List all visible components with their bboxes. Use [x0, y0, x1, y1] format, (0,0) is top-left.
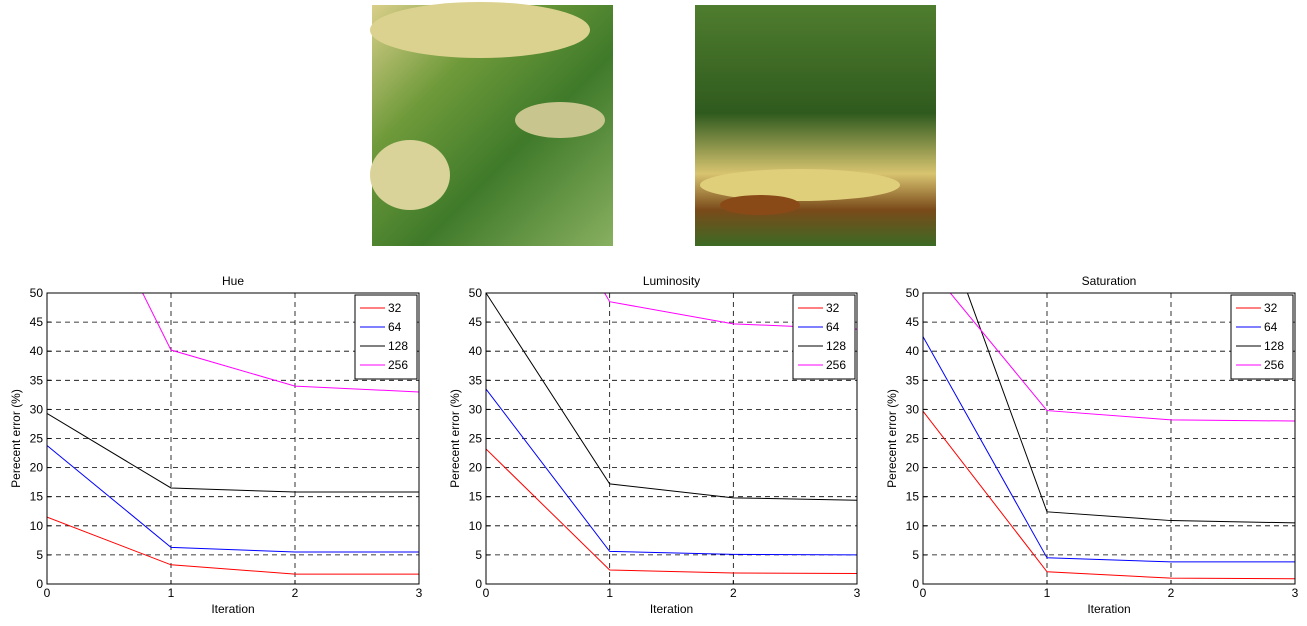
legend-label: 128 [1264, 339, 1284, 353]
y-tick-label: 15 [469, 490, 483, 504]
source-image [370, 2, 613, 246]
chart-title: Hue [222, 274, 244, 288]
y-tick-label: 0 [36, 577, 43, 591]
legend-label: 64 [1264, 320, 1278, 334]
legend-label: 256 [826, 358, 846, 372]
legend-label: 128 [388, 339, 408, 353]
x-tick-label: 0 [44, 586, 51, 600]
y-tick-label: 40 [906, 344, 920, 358]
y-tick-label: 35 [906, 373, 920, 387]
y-tick-label: 15 [906, 490, 920, 504]
y-tick-label: 5 [912, 548, 919, 562]
y-tick-label: 20 [469, 461, 483, 475]
y-tick-label: 0 [912, 577, 919, 591]
y-tick-label: 35 [469, 373, 483, 387]
legend-label: 64 [388, 320, 402, 334]
y-tick-label: 45 [30, 315, 44, 329]
y-tick-label: 20 [30, 461, 44, 475]
chart-title: Luminosity [643, 274, 700, 288]
y-tick-label: 30 [906, 402, 920, 416]
y-tick-label: 5 [36, 548, 43, 562]
synthesized-image [695, 5, 936, 246]
x-tick-label: 2 [1168, 586, 1175, 600]
legend-label: 32 [1264, 301, 1278, 315]
x-tick-label: 3 [416, 586, 423, 600]
legend-label: 32 [388, 301, 402, 315]
y-tick-label: 50 [906, 286, 920, 300]
legend: 32 64 128 256 [355, 295, 417, 379]
figure: 051015202530354045500123HueIterationPere… [0, 0, 1307, 621]
y-tick-label: 40 [30, 344, 44, 358]
y-axis-label: Perecent error (%) [448, 389, 462, 488]
y-tick-label: 25 [906, 432, 920, 446]
y-tick-label: 10 [906, 519, 920, 533]
y-tick-label: 50 [469, 286, 483, 300]
x-tick-label: 1 [168, 586, 175, 600]
legend-label: 256 [1264, 358, 1284, 372]
y-tick-label: 50 [30, 286, 44, 300]
y-tick-label: 0 [475, 577, 482, 591]
y-tick-label: 40 [469, 344, 483, 358]
x-axis-label: Iteration [1087, 602, 1130, 616]
legend-label: 32 [826, 301, 840, 315]
x-tick-label: 3 [1292, 586, 1299, 600]
y-axis-label: Perecent error (%) [885, 389, 899, 488]
y-tick-label: 5 [475, 548, 482, 562]
y-tick-label: 10 [30, 519, 44, 533]
x-tick-label: 0 [920, 586, 927, 600]
x-tick-label: 0 [483, 586, 490, 600]
x-tick-label: 3 [854, 586, 861, 600]
y-tick-label: 30 [30, 402, 44, 416]
y-tick-label: 30 [469, 402, 483, 416]
x-tick-label: 1 [606, 586, 613, 600]
y-tick-label: 45 [469, 315, 483, 329]
x-tick-label: 1 [1044, 586, 1051, 600]
legend: 32 64 128 256 [793, 295, 855, 379]
y-tick-label: 25 [30, 432, 44, 446]
x-axis-label: Iteration [211, 602, 254, 616]
legend-label: 64 [826, 320, 840, 334]
y-tick-label: 35 [30, 373, 44, 387]
y-tick-label: 20 [906, 461, 920, 475]
y-tick-label: 15 [30, 490, 44, 504]
x-tick-label: 2 [292, 586, 299, 600]
y-axis-label: Perecent error (%) [9, 389, 23, 488]
legend-label: 128 [826, 339, 846, 353]
y-tick-label: 25 [469, 432, 483, 446]
y-tick-label: 45 [906, 315, 920, 329]
y-tick-label: 10 [469, 519, 483, 533]
legend: 32 64 128 256 [1231, 295, 1293, 379]
x-tick-label: 2 [730, 586, 737, 600]
x-axis-label: Iteration [650, 602, 693, 616]
legend-label: 256 [388, 358, 408, 372]
chart-title: Saturation [1082, 274, 1137, 288]
